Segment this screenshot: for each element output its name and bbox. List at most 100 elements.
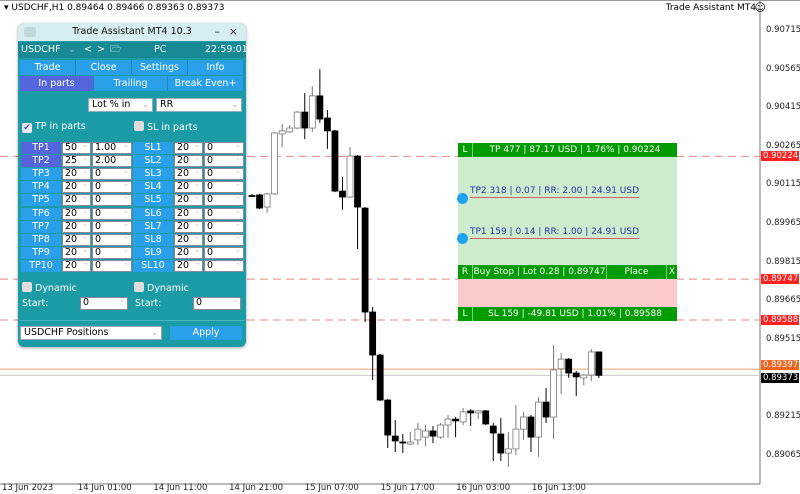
sl-value-input[interactable]: 0 ⌃ (204, 246, 244, 259)
spinner-icon[interactable]: ⌃ (123, 261, 129, 270)
spinner-icon[interactable]: ⌃ (123, 144, 129, 152)
tp-percent-input[interactable]: 20 ⌃ (62, 207, 91, 220)
positions-select[interactable]: USDCHF Positions ⌄ (20, 326, 162, 340)
sl-percent-input[interactable]: 20 ⌃ (174, 233, 203, 246)
sl-label-button[interactable]: SL10 (133, 259, 173, 272)
sl-in-parts-checkbox[interactable]: SL in parts (134, 121, 197, 134)
folder-icon[interactable]: 🗁 (110, 44, 122, 55)
sl-percent-input[interactable]: 20 ⌃ (174, 246, 203, 259)
spinner-icon[interactable]: ⌃ (123, 248, 129, 257)
lot-mode-select[interactable]: Lot % in ⌄ (88, 98, 153, 112)
tp-percent-input[interactable]: 20 ⌃ (62, 233, 91, 246)
tp-label-button[interactable]: TP2 (21, 155, 61, 168)
spinner-icon[interactable]: ⌃ (123, 235, 129, 244)
spinner-icon[interactable]: ⌃ (82, 170, 88, 179)
spinner-icon[interactable]: ⌃ (82, 248, 88, 257)
tp-value-input[interactable]: 0 ⌃ (92, 220, 132, 233)
sl-value-input[interactable]: 0 ⌃ (204, 181, 244, 194)
tp-label-button[interactable]: TP5 (21, 194, 61, 207)
tp-value-input[interactable]: 0 ⌃ (92, 259, 132, 272)
sl-percent-input[interactable]: 20 ⌃ (174, 168, 203, 181)
spinner-icon[interactable]: ⌃ (235, 248, 241, 257)
tp-percent-input[interactable]: 20 ⌃ (62, 220, 91, 233)
sl-value-input[interactable]: 0 ⌃ (204, 207, 244, 220)
spinner-icon[interactable]: ⌃ (123, 183, 129, 192)
tp-label-button[interactable]: TP1 (21, 142, 61, 154)
sl-value-input[interactable]: 0 ⌃ (204, 233, 244, 246)
spinner-icon[interactable]: ⌃ (235, 209, 241, 218)
tp-dynamic-checkbox[interactable]: Dynamic (22, 282, 77, 295)
tp-value-input[interactable]: 0 ⌃ (92, 168, 132, 181)
chevron-down-icon[interactable]: ⌄ (68, 44, 76, 55)
spinner-icon[interactable]: ⌃ (119, 299, 125, 307)
tp-label-button[interactable]: TP7 (21, 220, 61, 233)
spinner-icon[interactable]: ⌃ (123, 209, 129, 218)
spinner-icon[interactable]: ⌃ (82, 157, 88, 166)
minimize-button[interactable]: – (214, 25, 221, 38)
spinner-icon[interactable]: ⌃ (235, 222, 241, 231)
spinner-icon[interactable]: ⌃ (235, 261, 241, 270)
spinner-icon[interactable]: ⌃ (235, 183, 241, 192)
tp-bar[interactable]: L TP 477 | 87.17 USD | 1.76% | 0.90224 (458, 143, 677, 157)
sl-start-input[interactable]: 0 ⌃ (193, 297, 241, 310)
apply-button[interactable]: Apply (170, 326, 242, 340)
spinner-icon[interactable]: ⌃ (123, 170, 129, 179)
sl-percent-input[interactable]: 20 ⌃ (174, 142, 203, 154)
sl-label-button[interactable]: SL3 (133, 168, 173, 181)
spinner-icon[interactable]: ⌃ (194, 261, 200, 270)
tp-value-input[interactable]: 2.00 ⌃ (92, 155, 132, 168)
spinner-icon[interactable]: ⌃ (194, 157, 200, 166)
tp-start-input[interactable]: 0 ⌃ (80, 297, 128, 310)
sl-flag[interactable]: L (458, 307, 473, 321)
tp-label-button[interactable]: TP4 (21, 181, 61, 194)
sl-value-input[interactable]: 0 ⌃ (204, 194, 244, 207)
sl-label-button[interactable]: SL8 (133, 233, 173, 246)
sl-label-button[interactable]: SL6 (133, 207, 173, 220)
sl-percent-input[interactable]: 20 ⌃ (174, 181, 203, 194)
spinner-icon[interactable]: ⌃ (194, 183, 200, 192)
tp-value-input[interactable]: 0 ⌃ (92, 181, 132, 194)
next-symbol-button[interactable]: > (97, 44, 105, 55)
tp1-handle[interactable] (457, 233, 468, 244)
tp-value-input[interactable]: 0 ⌃ (92, 233, 132, 246)
spinner-icon[interactable]: ⌃ (235, 144, 241, 152)
sl-value-input[interactable]: 0 ⌃ (204, 155, 244, 168)
spinner-icon[interactable]: ⌃ (235, 235, 241, 244)
sl-value-input[interactable]: 0 ⌃ (204, 220, 244, 233)
tp-value-input[interactable]: 0 ⌃ (92, 246, 132, 259)
sl-dynamic-checkbox[interactable]: Dynamic (134, 282, 189, 295)
spinner-icon[interactable]: ⌃ (123, 222, 129, 231)
spinner-icon[interactable]: ⌃ (194, 196, 200, 205)
entry-flag[interactable]: R (458, 265, 473, 279)
spinner-icon[interactable]: ⌃ (232, 299, 238, 307)
tp-percent-input[interactable]: 20 ⌃ (62, 246, 91, 259)
tp-percent-input[interactable]: 50 ⌃ (62, 142, 91, 154)
sl-percent-input[interactable]: 20 ⌃ (174, 155, 203, 168)
prev-symbol-button[interactable]: < (84, 44, 92, 55)
panel-titlebar[interactable]: Trade Assistant MT4 10.3 – × (18, 23, 246, 41)
tp-value-input[interactable]: 0 ⌃ (92, 194, 132, 207)
rr-mode-select[interactable]: RR ⌄ (156, 98, 242, 112)
tp2-handle[interactable] (457, 193, 468, 204)
spinner-icon[interactable]: ⌃ (82, 209, 88, 218)
place-button[interactable]: Place (607, 265, 667, 279)
camera-icon[interactable] (24, 27, 36, 37)
tp-label-button[interactable]: TP6 (21, 207, 61, 220)
tab-settings[interactable]: Settings (132, 60, 188, 75)
sl-value-input[interactable]: 0 ⌃ (204, 259, 244, 272)
sl-bar[interactable]: L SL 159 | -49.81 USD | 1.01% | 0.89588 (458, 307, 677, 321)
tp-percent-input[interactable]: 20 ⌃ (62, 181, 91, 194)
tp-label-button[interactable]: TP8 (21, 233, 61, 246)
close-order-button[interactable]: X (668, 267, 676, 277)
tp-flag[interactable]: L (458, 143, 473, 157)
spinner-icon[interactable]: ⌃ (235, 157, 241, 166)
sl-percent-input[interactable]: 20 ⌃ (174, 259, 203, 272)
spinner-icon[interactable]: ⌃ (194, 170, 200, 179)
tp-label-button[interactable]: TP3 (21, 168, 61, 181)
spinner-icon[interactable]: ⌃ (235, 196, 241, 205)
spinner-icon[interactable]: ⌃ (194, 222, 200, 231)
sl-label-button[interactable]: SL9 (133, 246, 173, 259)
tab-close[interactable]: Close (76, 60, 132, 75)
sl-percent-input[interactable]: 20 ⌃ (174, 194, 203, 207)
sl-label-button[interactable]: SL2 (133, 155, 173, 168)
